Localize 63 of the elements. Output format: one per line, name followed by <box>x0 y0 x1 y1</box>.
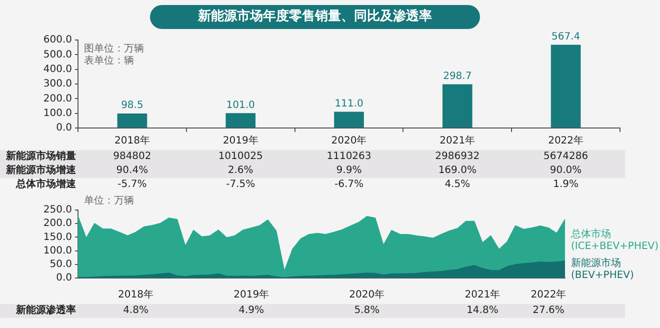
x-tick-label: 2021年 <box>464 288 500 301</box>
data-label: 5.8% <box>354 304 380 318</box>
y-tick-label: 50.0 <box>50 258 72 270</box>
y-tick-label: 600.0 <box>43 34 72 46</box>
series-label: 新能源市场 (BEV+PHEV) <box>571 257 634 282</box>
y-tick-label: 400.0 <box>43 64 72 75</box>
y-tick-label: 150.0 <box>43 232 72 243</box>
data-label: 567.4 <box>551 31 580 42</box>
text: 单位：万辆 <box>84 194 134 207</box>
text: 总体市场增速 <box>14 178 76 192</box>
text: -7.5% <box>226 178 256 192</box>
y-tick-label: 0.0 <box>56 122 72 134</box>
data-label: 98.5 <box>121 100 144 112</box>
bar <box>334 112 364 128</box>
data-label: 4.8% <box>123 304 148 318</box>
x-tick-label: 2022年 <box>548 134 584 147</box>
text: 新能源市场销量 <box>5 150 76 164</box>
y-tick-label: 0.0 <box>56 272 72 284</box>
text: 5674286 <box>544 150 588 164</box>
x-tick-label: 2018年 <box>118 288 154 301</box>
y-tick-label: 100.0 <box>43 245 72 256</box>
x-tick-label: 2020年 <box>331 134 367 147</box>
data-label: 298.7 <box>443 70 472 82</box>
x-tick-label: 2019年 <box>234 288 270 301</box>
y-tick-label: 300.0 <box>43 78 72 90</box>
x-tick-label: 2022年 <box>530 288 566 301</box>
bar <box>226 113 256 128</box>
text: 2986932 <box>435 150 480 164</box>
data-label: 101.0 <box>226 100 255 111</box>
x-tick-label: 2019年 <box>222 134 258 147</box>
y-tick-label: 200.0 <box>43 93 72 104</box>
text: 4.5% <box>444 178 470 192</box>
x-tick-label: 2020年 <box>349 288 385 301</box>
bar <box>442 84 472 128</box>
text: 1010025 <box>218 150 263 164</box>
bar <box>117 114 148 128</box>
x-tick-label: 2021年 <box>440 134 476 147</box>
text: 169.0% <box>438 164 476 178</box>
text: -6.7% <box>334 178 364 192</box>
text: 2.6% <box>228 164 254 178</box>
text: 9.9% <box>336 164 362 178</box>
data-label: 4.9% <box>238 304 264 318</box>
y-tick-label: 250.0 <box>43 204 72 216</box>
text: 90.0% <box>550 164 582 178</box>
text: 90.4% <box>116 164 148 178</box>
text: 新能源渗透率 <box>15 304 76 318</box>
text: 1.9% <box>553 178 578 192</box>
text: 新能源市场增速 <box>5 164 76 178</box>
data-label: 111.0 <box>334 98 364 110</box>
y-tick-label: 500.0 <box>43 49 72 60</box>
y-tick-label: 200.0 <box>43 218 72 230</box>
data-label: 27.6% <box>532 304 564 318</box>
y-tick-label: 100.0 <box>43 108 72 119</box>
series-label: 总体市场 (ICE+BEV+PHEV) <box>570 228 659 252</box>
bar <box>550 44 581 128</box>
x-tick-label: 2018年 <box>114 134 150 147</box>
annotation: 表单位：辆 <box>84 54 134 67</box>
text: 1110263 <box>326 150 372 164</box>
text: 984802 <box>113 150 152 164</box>
text: -5.7% <box>118 178 147 192</box>
data-label: 14.8% <box>466 304 498 318</box>
chart-title: 新能源市场年度零售销量、同比及渗透率 <box>150 5 480 29</box>
annotation: 图单位：万辆 <box>84 42 144 55</box>
